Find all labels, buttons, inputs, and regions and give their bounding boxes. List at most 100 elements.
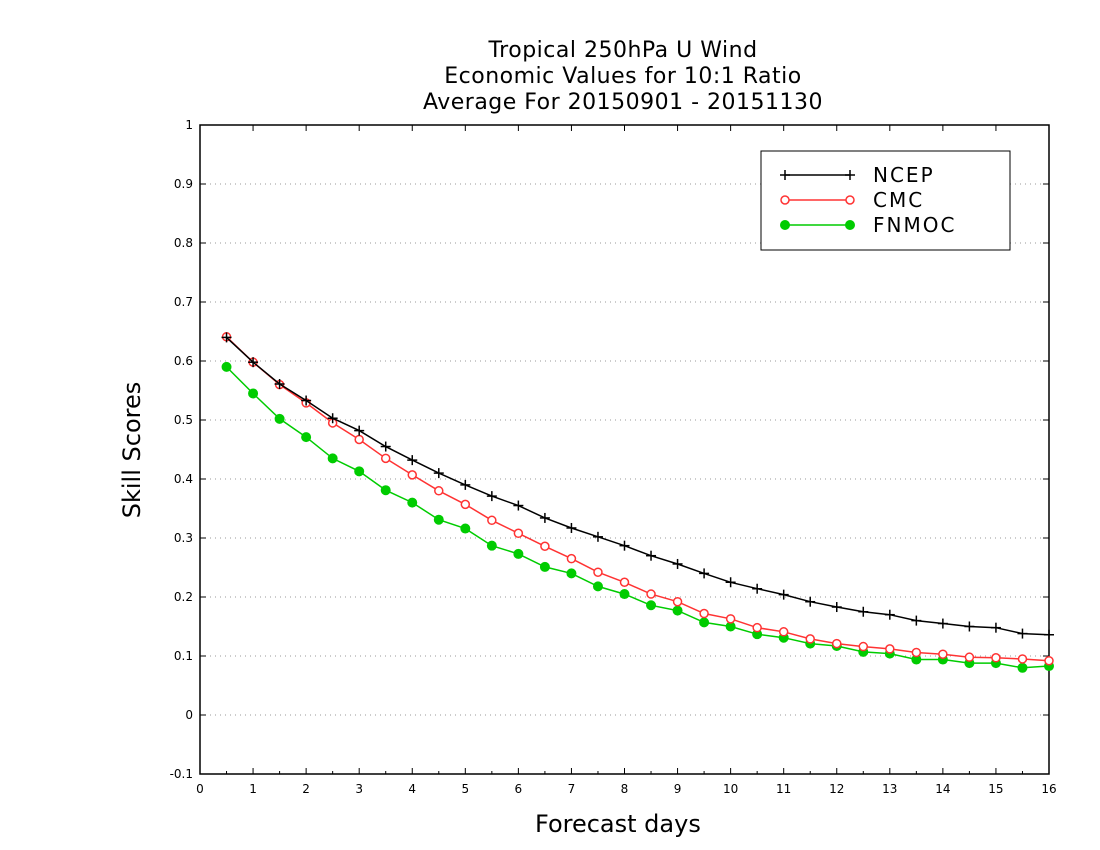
y-tick-label: 1: [185, 118, 193, 132]
x-axis-title: Forecast days: [535, 810, 701, 838]
data-point-fnmoc: [699, 617, 710, 628]
data-point-cmc: [858, 641, 869, 652]
legend-label: NCEP: [873, 163, 935, 187]
data-point-fnmoc: [486, 540, 497, 551]
data-point-fnmoc: [646, 600, 657, 611]
data-point-ncep: [274, 379, 285, 390]
data-point-fnmoc: [248, 388, 259, 399]
x-tick-label: 7: [568, 782, 576, 796]
data-point-ncep: [858, 606, 869, 617]
data-point-fnmoc: [407, 497, 418, 508]
data-point-ncep: [301, 395, 312, 406]
data-point-fnmoc: [433, 514, 444, 525]
legend-label: CMC: [873, 188, 924, 212]
y-axis-title: Skill Scores: [118, 381, 146, 519]
legend-marker: [845, 195, 855, 205]
data-point-cmc: [699, 608, 709, 619]
x-tick-label: 14: [935, 782, 950, 796]
x-tick-label: 16: [1041, 782, 1056, 796]
data-point-ncep: [778, 589, 789, 600]
data-point-cmc: [964, 652, 975, 662]
data-point-fnmoc: [1017, 662, 1028, 673]
data-point-ncep: [725, 577, 736, 588]
data-point-ncep: [460, 479, 471, 490]
data-point-cmc: [885, 644, 895, 654]
chart-title-line-2: Economic Values for 10:1 Ratio: [444, 64, 802, 89]
series-line-ncep: [225, 336, 1050, 636]
data-point-cmc: [805, 634, 815, 644]
data-point-fnmoc: [566, 568, 577, 579]
data-point-ncep: [990, 622, 1001, 633]
data-point-cmc: [646, 589, 656, 599]
y-tick-label: 0.5: [174, 413, 193, 427]
data-point-cmc: [778, 627, 789, 637]
data-point-cmc: [566, 553, 577, 564]
data-point-cmc: [752, 622, 762, 633]
data-point-cmc: [911, 647, 922, 658]
legend-item-cmc: CMC: [780, 188, 924, 212]
data-point-ncep: [884, 609, 895, 620]
data-point-fnmoc: [354, 466, 365, 477]
data-point-cmc: [938, 649, 948, 659]
data-point-ncep: [221, 332, 232, 343]
data-point-cmc: [991, 653, 1001, 663]
data-point-cmc: [407, 470, 417, 480]
data-point-fnmoc: [380, 485, 391, 496]
x-tick-label: 11: [776, 782, 791, 796]
x-tick-label: 9: [674, 782, 682, 796]
data-point-ncep: [592, 531, 603, 542]
data-point-cmc: [725, 614, 736, 624]
grid-lines: [200, 183, 1049, 716]
data-point-ncep: [1044, 629, 1054, 640]
data-point-ncep: [248, 357, 259, 368]
data-point-ncep: [672, 558, 683, 569]
y-tick-label: -0.1: [170, 767, 193, 781]
x-tick-label: 3: [355, 782, 363, 796]
data-point-cmc: [380, 453, 391, 464]
data-point-ncep: [699, 568, 710, 579]
legend-marker: [780, 170, 790, 180]
series-line-fnmoc: [225, 366, 1050, 669]
legend-marker: [845, 220, 855, 230]
x-tick-label: 0: [196, 782, 204, 796]
data-point-cmc: [540, 541, 550, 552]
data-point-cmc: [1044, 655, 1054, 666]
data-point-ncep: [433, 468, 444, 479]
data-point-cmc: [487, 515, 497, 526]
data-point-fnmoc: [460, 523, 471, 534]
data-point-cmc: [434, 486, 444, 496]
legend-marker: [780, 195, 790, 205]
data-point-fnmoc: [327, 453, 338, 464]
data-point-cmc: [593, 567, 603, 577]
data-point-fnmoc: [539, 561, 550, 572]
data-point-ncep: [964, 621, 975, 632]
x-tick-label: 2: [302, 782, 310, 796]
x-tick-label: 4: [408, 782, 416, 796]
data-point-ncep: [327, 413, 338, 424]
y-tick-label: 0.2: [174, 590, 193, 604]
data-point-ncep: [486, 491, 497, 502]
y-tick-label: 0.8: [174, 236, 193, 250]
data-point-cmc: [354, 434, 364, 445]
data-point-ncep: [646, 550, 657, 561]
x-tick-label: 15: [988, 782, 1003, 796]
y-tick-label: 0.1: [174, 649, 193, 663]
data-point-fnmoc: [619, 589, 630, 600]
x-tick-label: 10: [723, 782, 738, 796]
y-tick-label: 0.9: [174, 177, 193, 191]
series-fnmoc: [221, 361, 1054, 673]
data-point-ncep: [752, 583, 763, 594]
series-ncep: [221, 332, 1054, 640]
data-point-cmc: [672, 596, 683, 607]
data-point-ncep: [513, 500, 524, 511]
y-tick-label: 0.6: [174, 354, 193, 368]
data-point-ncep: [566, 522, 577, 533]
legend-item-ncep: NCEP: [780, 163, 935, 187]
x-tick-label: 6: [515, 782, 523, 796]
data-point-fnmoc: [221, 361, 232, 372]
x-tick-label: 13: [882, 782, 897, 796]
data-point-ncep: [1017, 628, 1028, 639]
data-point-ncep: [619, 540, 630, 551]
data-point-fnmoc: [274, 413, 285, 424]
